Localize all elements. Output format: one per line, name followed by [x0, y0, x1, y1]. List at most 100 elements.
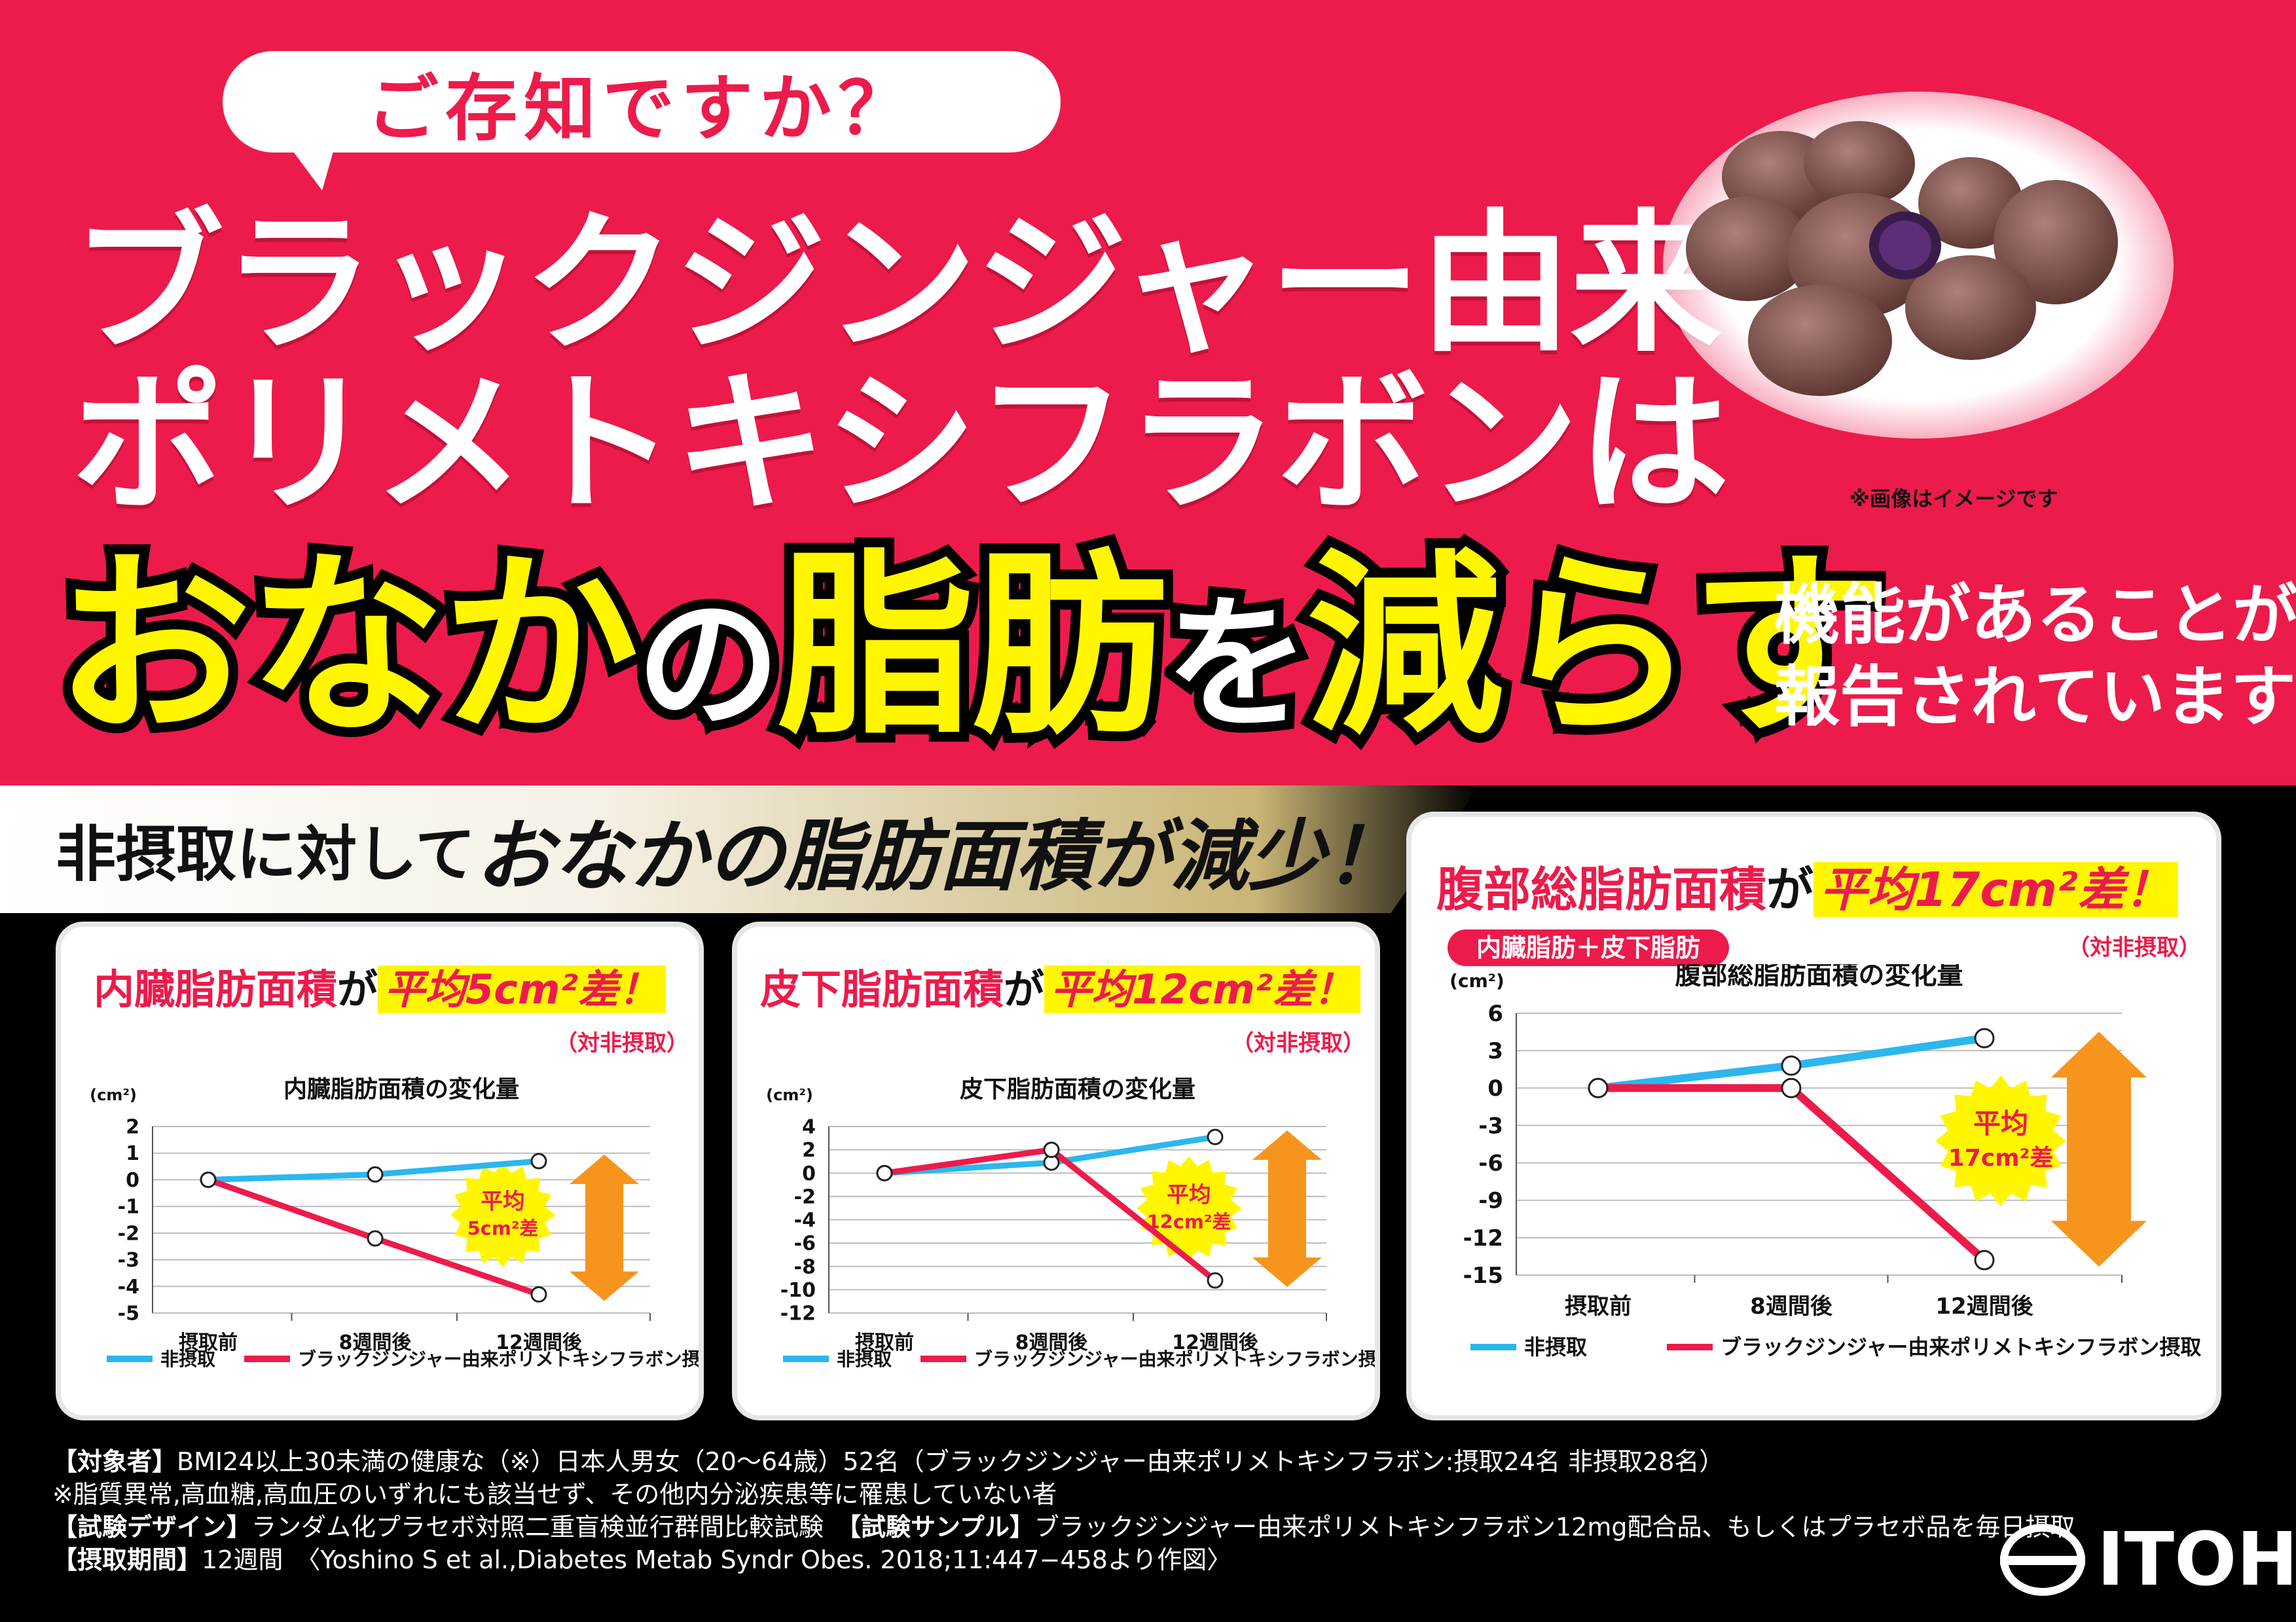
legend-label-control: 非摂取	[160, 1348, 215, 1370]
panel-visceral-ga: が	[337, 965, 378, 1013]
headline-line2: ポリメトキシフラボンは	[72, 355, 1730, 532]
panel-total-vs: （対非摂取）	[2068, 935, 2201, 961]
data-point	[1974, 1028, 1995, 1049]
y-tick-label: -1	[118, 1196, 139, 1219]
banner-text-2: おなかの脂肪面積	[475, 811, 1094, 901]
footer-period: 【摂取期間】12週間 〈Yoshino S et al.,Diabetes Me…	[52, 1547, 1231, 1572]
y-tick-label: -3	[1478, 1113, 1503, 1139]
data-point	[200, 1171, 217, 1188]
y-tick-label: -5	[118, 1303, 139, 1325]
image-note: ※画像はイメージです	[1850, 486, 2058, 511]
data-point	[1207, 1128, 1224, 1145]
footer-design-label: 【試験デザイン】	[52, 1513, 252, 1541]
panel-subcutaneous-ga: が	[1004, 965, 1045, 1013]
x-tick-label: 12週間後	[496, 1331, 583, 1354]
y-tick-label: -2	[794, 1185, 816, 1208]
panel-subcutaneous-vs: （対非摂取）	[1231, 1030, 1365, 1056]
y-tick-label: -4	[794, 1209, 816, 1232]
y-axis-unit: (cm²)	[766, 1086, 813, 1104]
badge-label-1: 平均	[1167, 1181, 1211, 1207]
chart-title: 内臓脂肪面積の変化量	[283, 1075, 519, 1103]
data-point	[876, 1164, 893, 1181]
panel-total-title: 腹部総脂肪面積が 平均17cm²差！	[1436, 862, 2179, 917]
banner-text-1: 非摂取に対して	[56, 820, 476, 890]
footer-period-label: 【摂取期間】	[52, 1545, 202, 1574]
footer-design: 【試験デザイン】ランダム化プラセボ対照二重盲検並行群間比較試験 【試験サンプル】…	[52, 1515, 2075, 1540]
x-tick-label: 8週間後	[1750, 1293, 1833, 1320]
y-tick-label: 6	[1487, 1001, 1503, 1027]
legend-label-control: 非摂取	[837, 1348, 892, 1370]
claim-no: の	[627, 581, 790, 748]
panel-visceral-title: 内臓脂肪面積が 平均5cm²差！	[94, 965, 666, 1013]
panel-subcutaneous-title: 皮下脂肪面積が 平均12cm²差！	[760, 965, 1360, 1013]
series-line-treatment	[1598, 1084, 1987, 1263]
footer-sample-text: ブラックジンジャー由来ポリメトキシフラボン12mg配合品、もしくはプラセボ品を毎…	[1034, 1513, 2075, 1541]
ginger-photo	[1663, 92, 2174, 439]
y-tick-label: 2	[126, 1116, 139, 1139]
y-tick-label: -6	[1478, 1150, 1503, 1176]
badge-label-2: 17cm²差	[1948, 1145, 2054, 1172]
badge-label-1: 平均	[481, 1188, 524, 1214]
panel-total-ga: が	[1766, 862, 1814, 917]
y-tick-label: 2	[802, 1139, 816, 1162]
y-tick-label: 3	[1487, 1038, 1503, 1064]
main-claim: おなかの脂肪を減らす	[45, 539, 1897, 755]
data-point	[530, 1153, 547, 1170]
y-axis-unit: (cm²)	[90, 1086, 137, 1104]
y-axis-unit: (cm²)	[1449, 970, 1504, 992]
data-point	[367, 1166, 384, 1183]
side-text-2: 報告されています!!	[1774, 658, 2296, 735]
panel-subcutaneous-metric: 皮下脂肪面積	[760, 965, 1004, 1013]
difference-arrow	[570, 1154, 639, 1301]
y-tick-label: -4	[118, 1276, 139, 1299]
panel-visceral-vs: （対非摂取）	[555, 1030, 689, 1056]
claim-reduce: 減らす	[1297, 532, 1897, 761]
claim-fat: 脂肪	[768, 532, 1178, 761]
data-point	[1974, 1250, 1995, 1271]
data-point	[367, 1230, 384, 1247]
y-tick-label: -8	[794, 1255, 816, 1278]
panel-visceral-diff: 平均5cm²差！	[378, 965, 666, 1013]
y-tick-label: -15	[1463, 1263, 1503, 1289]
x-tick-label: 摂取前	[855, 1331, 914, 1354]
x-tick-label: 12週間後	[1172, 1331, 1259, 1354]
panel-subcutaneous: 皮下脂肪面積が 平均12cm²差！ （対非摂取） 皮下脂肪面積の変化量 (cm²) 4…	[732, 922, 1380, 1420]
badge-label-2: 5cm²差	[467, 1217, 539, 1239]
data-point	[530, 1286, 547, 1303]
headline-line1: ブラックジンジャー由来	[72, 196, 1722, 372]
y-tick-label: 1	[126, 1142, 139, 1165]
x-tick-label: 8週間後	[339, 1331, 412, 1354]
panel-visceral-metric: 内臓脂肪面積	[94, 965, 338, 1013]
y-tick-label: -12	[1463, 1225, 1503, 1252]
legend-label-treatment: ブラックジンジャー由来ポリメトキシフラボン摂取	[1721, 1335, 2201, 1360]
y-tick-label: -3	[118, 1249, 139, 1272]
chart-title: 皮下脂肪面積の変化量	[960, 1075, 1195, 1103]
badge-label-1: 平均	[1973, 1108, 2028, 1140]
claim-wo: を	[1156, 581, 1319, 748]
chart-title: 腹部総脂肪面積の変化量	[1675, 964, 1963, 990]
footer-subjects-text: BMI24以上30未満の健康な（※）日本人男女（20～64歳）52名（ブラックジ…	[177, 1447, 1724, 1476]
y-tick-label: 4	[802, 1116, 816, 1139]
legend-label-control: 非摂取	[1524, 1335, 1587, 1360]
chart-visceral: 内臓脂肪面積の変化量 (cm²) 2 1 0 -1 -2 -3 -4 -5 摂取前 8週間後 12週間後…	[90, 1075, 699, 1370]
y-tick-label: -10	[780, 1279, 816, 1302]
legend-label-treatment: ブラックジンジャー由来ポリメトキシフラボン摂取	[298, 1348, 699, 1370]
y-tick-label: -2	[118, 1222, 139, 1245]
itoh-logo-mark	[2000, 1524, 2085, 1596]
x-tick-label: 8週間後	[1015, 1331, 1089, 1354]
panel-total-diff: 平均17cm²差！	[1813, 862, 2179, 917]
difference-arrow	[1252, 1130, 1322, 1288]
chart-total: 腹部総脂肪面積の変化量 (cm²) 6 3 0 -3 -6 -9 -12 -15 摂取前 8週間後 12…	[1449, 964, 2201, 1360]
x-tick-label: 摂取前	[1565, 1293, 1631, 1320]
y-tick-label: -9	[1478, 1188, 1503, 1214]
y-tick-label: -6	[794, 1233, 816, 1255]
legend-label-treatment: ブラックジンジャー由来ポリメトキシフラボン摂取	[974, 1348, 1375, 1370]
y-tick-label: 0	[126, 1169, 139, 1192]
question-text: ご存知ですか？	[367, 66, 917, 151]
difference-badge	[450, 1162, 555, 1267]
badge-label-2: 12cm²差	[1147, 1210, 1231, 1233]
footer-note: ※脂質異常,高血糖,高血圧のいずれにも該当せず、その他内分泌疾患等に罹患していな…	[52, 1480, 1057, 1509]
footer-sample-label: 【試験サンプル】	[848, 1513, 1034, 1541]
panel-total-pill: 内臓脂肪＋皮下脂肪	[1448, 929, 1729, 966]
chart-subcutaneous: 皮下脂肪面積の変化量 (cm²) 420-2-4-6-8-10-12 摂取前 8週間後 1…	[766, 1075, 1375, 1370]
